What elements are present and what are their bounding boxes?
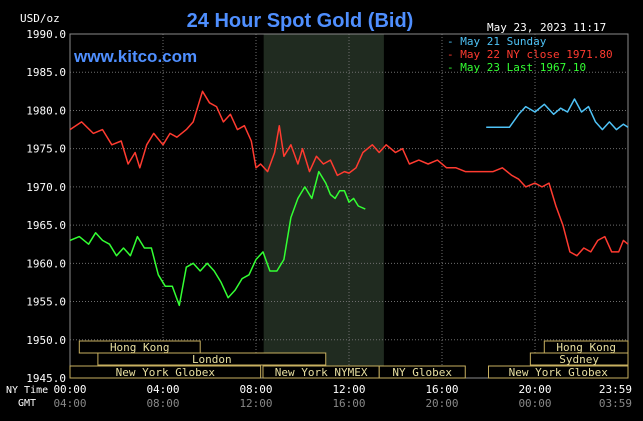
x-tick-label-ny: 12:00 [332,383,365,396]
y-tick-label: 1945.0 [26,372,66,385]
watermark: www.kitco.com [73,47,197,66]
y-tick-label: 1965.0 [26,219,66,232]
market-session-label: New York Globex [116,366,216,379]
market-session-bar [378,365,466,379]
legend-entry: - May 23 Last 1967.10 [447,61,586,74]
x-row-label-gmt: GMT [18,398,36,409]
y-tick-label: 1985.0 [26,66,66,79]
timestamp: May 23, 2023 11:17 [487,21,606,34]
x-tick-label-gmt: 12:00 [239,397,272,410]
market-session-label: Sydney [559,353,599,366]
nymex-session-shade [263,34,384,378]
market-session-label: NY Globex [392,366,452,379]
legend-entry: - May 21 Sunday [447,35,547,48]
x-row-label-ny: NY Time [6,385,48,396]
x-tick-label-ny: 23:59 [599,383,632,396]
x-tick-label-ny: 08:00 [239,383,272,396]
series-line-0 [486,98,629,131]
market-session-label: New York NYMEX [275,366,368,379]
x-tick-label-ny: 00:00 [53,383,86,396]
market-session-bar [97,352,327,366]
y-tick-label: 1980.0 [26,104,66,117]
unit-label: USD/oz [20,12,60,25]
x-tick-label-gmt: 08:00 [146,397,179,410]
market-session-bar [488,365,629,379]
x-tick-label-gmt: 04:00 [53,397,86,410]
market-session-label: New York Globex [509,366,609,379]
x-tick-label-ny: 16:00 [425,383,458,396]
y-tick-label: 1975.0 [26,143,66,156]
market-session-label: London [192,353,232,366]
legend-entry: - May 22 NY close 1971.80 [447,48,613,61]
market-session-bar [69,365,262,379]
market-session-label: Hong Kong [110,341,170,354]
x-tick-label-ny: 04:00 [146,383,179,396]
y-tick-label: 1970.0 [26,181,66,194]
x-tick-label-gmt: 16:00 [332,397,365,410]
y-tick-label: 1960.0 [26,257,66,270]
market-session-label: Hong Kong [556,341,616,354]
x-tick-label-gmt: 20:00 [425,397,458,410]
y-tick-label: 1990.0 [26,28,66,41]
x-tick-label-gmt: 03:59 [599,397,632,410]
y-tick-label: 1955.0 [26,296,66,309]
x-tick-label-gmt: 00:00 [518,397,551,410]
series-line-2 [69,170,366,307]
chart-title: 24 Hour Spot Gold (Bid) [187,10,414,32]
series-line-1 [69,90,629,257]
y-tick-label: 1950.0 [26,334,66,347]
x-tick-label-ny: 20:00 [518,383,551,396]
market-session-bar [529,352,629,366]
